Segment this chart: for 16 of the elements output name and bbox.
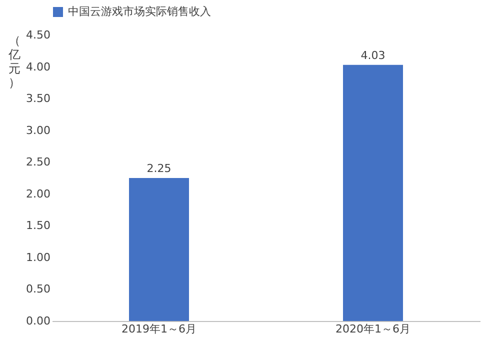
x-tick-label: 2019年1～6月 (122, 322, 196, 336)
y-axis-title: （亿元） (8, 34, 20, 90)
y-tick-label: 4.50 (26, 28, 50, 42)
y-tick-label: 0.00 (26, 314, 50, 328)
y-tick-label: 0.50 (26, 282, 50, 296)
y-tick-label: 1.50 (26, 219, 50, 232)
x-tick-label: 2020年1～6月 (336, 322, 410, 336)
y-tick-label: 3.00 (26, 124, 50, 137)
y-tick-label: 3.50 (26, 92, 50, 106)
y-tick-label: 4.00 (26, 60, 50, 74)
y-tick-label: 1.00 (26, 250, 50, 264)
data-label: 4.03 (360, 48, 386, 62)
legend-label: 中国云游戏市场实际销售收入 (68, 5, 211, 18)
y-tick-label: 2.00 (26, 187, 50, 200)
data-label: 2.25 (146, 162, 172, 175)
y-tick-label: 2.50 (26, 156, 50, 169)
